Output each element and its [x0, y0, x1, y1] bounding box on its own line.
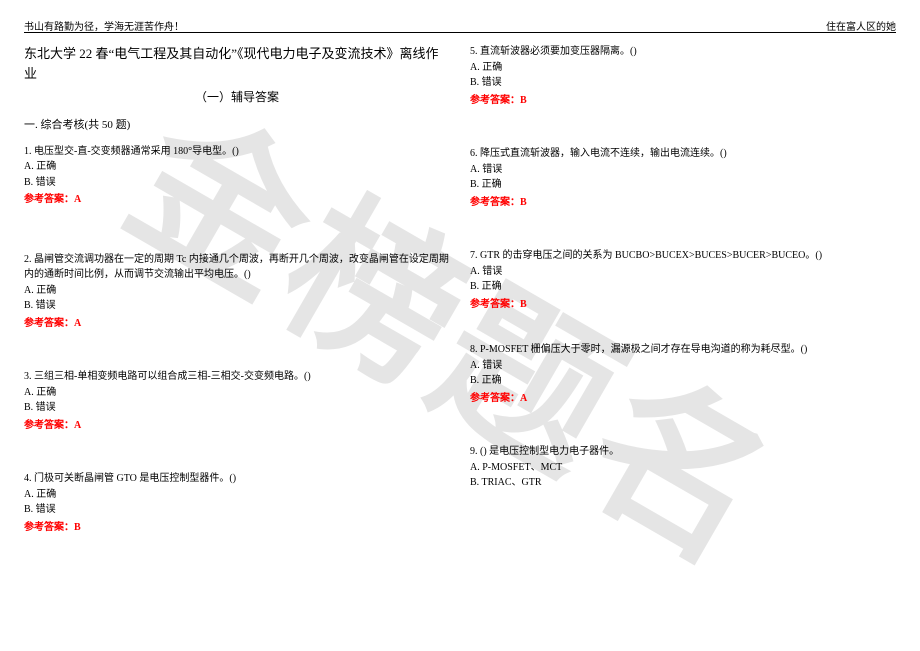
option: A. P-MOSFET、MCT — [470, 460, 896, 476]
answer-label: 参考答案： — [470, 95, 520, 106]
question-text: 三组三相-单相变频电路可以组合成三相-三相交-交变频电路。() — [34, 371, 311, 382]
question-text: 降压式直流斩波器，输入电流不连续，输出电流连续。() — [480, 148, 727, 159]
doc-subtitle: （一）辅导答案 — [24, 88, 450, 107]
option: A. 错误 — [470, 358, 896, 374]
question: 9. () 是电压控制型电力电子器件。 A. P-MOSFET、MCT B. T… — [470, 444, 896, 491]
column-left: 东北大学 22 春“电气工程及其自动化”《现代电力电子及变流技术》离线作业 （一… — [24, 44, 450, 639]
option: B. 错误 — [24, 298, 450, 314]
doc-title: 东北大学 22 春“电气工程及其自动化”《现代电力电子及变流技术》离线作业 — [24, 44, 450, 84]
question: 7. GTR 的击穿电压之间的关系为 BUCBO>BUCEX>BUCES>BUC… — [470, 248, 896, 312]
section-heading: 一. 综合考核(共 50 题) — [24, 117, 450, 134]
question: 4. 门极可关断晶闸管 GTO 是电压控制型器件。() A. 正确 B. 错误 … — [24, 471, 450, 535]
question-number: 6. — [470, 148, 478, 159]
answer-value: A — [520, 393, 527, 404]
answer: 参考答案：A — [24, 192, 450, 208]
answer: 参考答案：A — [24, 316, 450, 332]
option: A. 正确 — [24, 159, 450, 175]
answer-value: A — [74, 318, 81, 329]
question-number: 9. — [470, 446, 478, 457]
option: B. 正确 — [470, 279, 896, 295]
header-right: 住在富人区的她 — [826, 18, 896, 33]
answer-label: 参考答案： — [24, 194, 74, 205]
question-text: GTR 的击穿电压之间的关系为 BUCBO>BUCEX>BUCES>BUCER>… — [480, 250, 822, 261]
option: A. 错误 — [470, 264, 896, 280]
answer-value: B — [74, 522, 81, 533]
answer-label: 参考答案： — [470, 197, 520, 208]
column-right: 5. 直流斩波器必须要加变压器隔离。() A. 正确 B. 错误 参考答案：B … — [470, 44, 896, 639]
question: 6. 降压式直流斩波器，输入电流不连续，输出电流连续。() A. 错误 B. 正… — [470, 146, 896, 210]
answer-label: 参考答案： — [24, 318, 74, 329]
question-text: P-MOSFET 栅偏压大于零时，漏源极之间才存在导电沟道的称为耗尽型。() — [480, 344, 807, 355]
answer: 参考答案：A — [24, 418, 450, 434]
option: B. 正确 — [470, 177, 896, 193]
question-number: 8. — [470, 344, 478, 355]
answer-value: B — [520, 299, 527, 310]
answer: 参考答案：B — [470, 195, 896, 211]
question-text: 直流斩波器必须要加变压器隔离。() — [480, 46, 637, 57]
option: A. 正确 — [24, 385, 450, 401]
question-number: 4. — [24, 473, 32, 484]
question: 1. 电压型交-直-交变频器通常采用 180°导电型。() A. 正确 B. 错… — [24, 144, 450, 208]
question: 2. 晶闸管交流调功器在一定的周期 Tc 内接通几个周波，再断开几个周波，改变晶… — [24, 252, 450, 332]
page: 金榜题名 书山有路勤为径，学海无涯苦作舟！ 住在富人区的她 东北大学 22 春“… — [0, 0, 920, 651]
answer-value: B — [520, 197, 527, 208]
question-text: () 是电压控制型电力电子器件。 — [480, 446, 619, 457]
answer-label: 参考答案： — [470, 299, 520, 310]
question-text: 电压型交-直-交变频器通常采用 180°导电型。() — [34, 146, 239, 157]
answer-label: 参考答案： — [24, 420, 74, 431]
option: A. 正确 — [470, 60, 896, 76]
option: A. 正确 — [24, 487, 450, 503]
answer: 参考答案：B — [470, 297, 896, 313]
question-number: 7. — [470, 250, 478, 261]
option: B. 错误 — [24, 175, 450, 191]
question: 8. P-MOSFET 栅偏压大于零时，漏源极之间才存在导电沟道的称为耗尽型。(… — [470, 342, 896, 406]
option: B. 错误 — [24, 400, 450, 416]
answer: 参考答案：B — [24, 520, 450, 536]
answer-label: 参考答案： — [24, 522, 74, 533]
answer-value: B — [520, 95, 527, 106]
answer-value: A — [74, 194, 81, 205]
answer-value: A — [74, 420, 81, 431]
page-header: 书山有路勤为径，学海无涯苦作舟！ 住在富人区的她 — [24, 18, 896, 33]
question-text: 门极可关断晶闸管 GTO 是电压控制型器件。() — [34, 473, 236, 484]
question: 3. 三组三相-单相变频电路可以组合成三相-三相交-交变频电路。() A. 正确… — [24, 369, 450, 433]
header-left: 书山有路勤为径，学海无涯苦作舟！ — [24, 18, 184, 33]
question-number: 1. — [24, 146, 32, 157]
question-text: 晶闸管交流调功器在一定的周期 Tc 内接通几个周波，再断开几个周波，改变晶闸管在… — [24, 254, 449, 281]
question-number: 3. — [24, 371, 32, 382]
option: A. 错误 — [470, 162, 896, 178]
option: B. 正确 — [470, 373, 896, 389]
answer: 参考答案：B — [470, 93, 896, 109]
header-rule — [24, 32, 896, 33]
question-number: 2. — [24, 254, 32, 265]
question-number: 5. — [470, 46, 478, 57]
answer-label: 参考答案： — [470, 393, 520, 404]
option: B. TRIAC、GTR — [470, 475, 896, 491]
question: 5. 直流斩波器必须要加变压器隔离。() A. 正确 B. 错误 参考答案：B — [470, 44, 896, 108]
answer: 参考答案：A — [470, 391, 896, 407]
option: A. 正确 — [24, 283, 450, 299]
option: B. 错误 — [470, 75, 896, 91]
content: 东北大学 22 春“电气工程及其自动化”《现代电力电子及变流技术》离线作业 （一… — [24, 44, 896, 639]
option: B. 错误 — [24, 502, 450, 518]
